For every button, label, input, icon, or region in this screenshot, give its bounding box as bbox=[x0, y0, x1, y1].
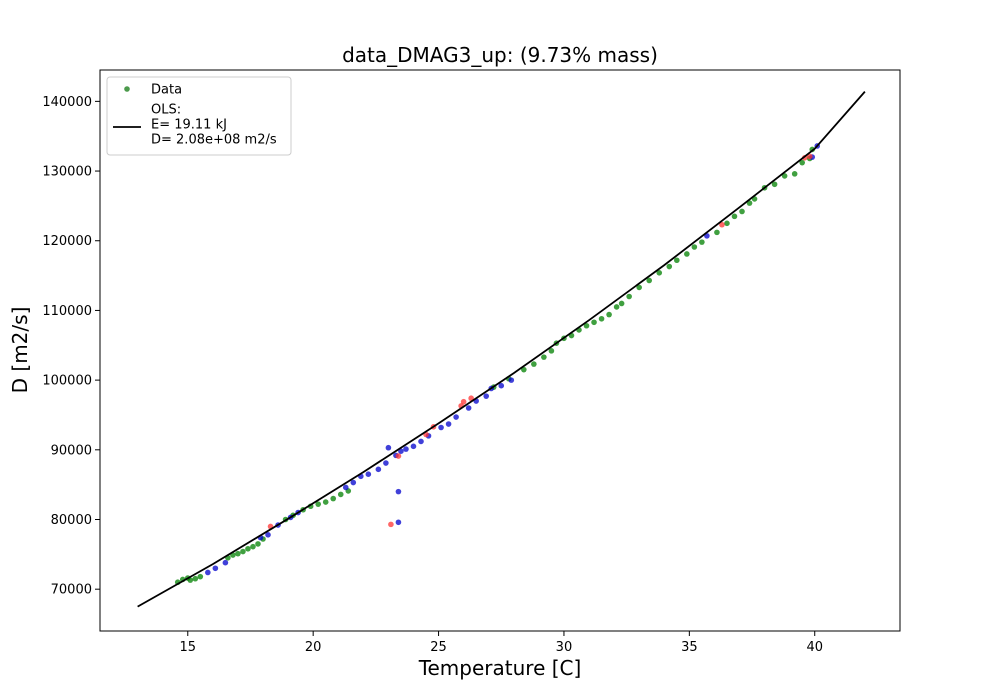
data-point bbox=[445, 421, 452, 427]
data-point bbox=[691, 244, 698, 250]
data-point bbox=[187, 577, 194, 583]
data-point bbox=[806, 153, 813, 160]
x-tick-label: 30 bbox=[556, 640, 573, 655]
y-tick-label: 140000 bbox=[42, 95, 92, 110]
x-tick-label: 20 bbox=[305, 640, 322, 655]
x-tick-label: 35 bbox=[681, 640, 698, 655]
data-point bbox=[438, 424, 444, 431]
ols-fit-line bbox=[137, 91, 866, 608]
data-point bbox=[395, 453, 402, 459]
data-point bbox=[626, 293, 632, 300]
data-point bbox=[365, 471, 372, 477]
data-point bbox=[483, 393, 490, 399]
data-point bbox=[330, 495, 337, 502]
data-point bbox=[724, 220, 730, 227]
data-point bbox=[739, 208, 745, 215]
data-point bbox=[674, 257, 680, 264]
data-point bbox=[646, 277, 653, 284]
data-point bbox=[403, 446, 409, 452]
data-point bbox=[714, 229, 720, 236]
data-point bbox=[699, 239, 705, 245]
legend: Data OLS: E= 19.11 kJ D= 2.08e+08 m2/s bbox=[106, 76, 292, 156]
y-tick-label: 110000 bbox=[42, 304, 92, 319]
data-point bbox=[388, 521, 394, 528]
data-point bbox=[799, 159, 805, 166]
data-point bbox=[337, 491, 344, 498]
data-point bbox=[465, 405, 472, 411]
data-point bbox=[498, 382, 505, 389]
x-tick-label: 25 bbox=[430, 640, 447, 655]
data-point bbox=[531, 361, 537, 367]
data-point bbox=[235, 550, 241, 557]
data-point bbox=[212, 565, 219, 572]
data-point bbox=[541, 354, 547, 360]
data-point bbox=[598, 315, 605, 322]
data-point bbox=[613, 304, 620, 310]
data-point bbox=[719, 221, 725, 228]
y-tick-label: 120000 bbox=[42, 234, 92, 249]
chart-title: data_DMAG3_up: (9.73% mass) bbox=[342, 43, 658, 67]
data-point bbox=[385, 444, 392, 451]
legend-ols-label: OLS: E= 19.11 kJ D= 2.08e+08 m2/s bbox=[151, 103, 277, 148]
y-tick-label: 70000 bbox=[51, 583, 92, 598]
data-points bbox=[174, 143, 821, 586]
legend-box bbox=[106, 76, 292, 156]
data-point bbox=[548, 348, 555, 354]
data-point bbox=[255, 541, 261, 547]
data-point bbox=[521, 366, 527, 373]
data-point bbox=[606, 311, 612, 318]
data-point bbox=[666, 263, 673, 270]
data-point bbox=[618, 300, 625, 307]
x-axis-label: Temperature [C] bbox=[418, 656, 582, 680]
data-point bbox=[460, 398, 467, 405]
data-point bbox=[591, 319, 597, 326]
data-point bbox=[410, 443, 417, 450]
data-point bbox=[395, 488, 402, 495]
data-point bbox=[398, 448, 404, 455]
data-point bbox=[265, 532, 271, 538]
data-point bbox=[322, 499, 329, 505]
data-point bbox=[453, 414, 459, 420]
data-point bbox=[791, 171, 798, 177]
x-axis: 15 20 25 30 35 40 bbox=[180, 631, 823, 655]
data-point bbox=[342, 484, 349, 491]
data-point bbox=[656, 269, 663, 276]
data-point bbox=[418, 438, 424, 445]
data-point bbox=[684, 251, 690, 257]
y-axis: 70000 80000 90000 100000 110000 120000 130000 1… bbox=[42, 95, 100, 598]
fit-line-layer bbox=[137, 91, 866, 608]
legend-data-marker bbox=[124, 86, 130, 92]
x-tick-label: 15 bbox=[180, 640, 197, 655]
plot-area: 15 20 25 30 35 40 70000 80000 90000 100000 110000… bbox=[42, 69, 901, 655]
data-point bbox=[508, 377, 515, 383]
legend-data-label: Data bbox=[151, 83, 182, 98]
data-point bbox=[350, 479, 357, 486]
data-point bbox=[192, 575, 199, 582]
y-tick-label: 130000 bbox=[42, 165, 92, 180]
data-point bbox=[583, 322, 590, 329]
data-point bbox=[781, 173, 788, 179]
y-axis-label: D [m2/s] bbox=[8, 307, 32, 394]
data-point bbox=[222, 559, 229, 566]
data-point bbox=[250, 543, 256, 550]
x-tick-label: 40 bbox=[806, 640, 823, 655]
data-point bbox=[245, 545, 251, 552]
data-point bbox=[636, 284, 642, 291]
y-tick-label: 90000 bbox=[51, 443, 92, 458]
data-point bbox=[205, 569, 211, 576]
plot-frame bbox=[99, 69, 901, 632]
data-point bbox=[383, 460, 389, 466]
y-tick-label: 100000 bbox=[42, 374, 92, 389]
data-point bbox=[315, 501, 321, 507]
y-tick-label: 80000 bbox=[51, 513, 92, 528]
data-point bbox=[731, 213, 738, 220]
data-point bbox=[375, 466, 382, 473]
data-point bbox=[771, 181, 778, 188]
data-point bbox=[197, 573, 204, 580]
data-point bbox=[395, 519, 402, 526]
data-point bbox=[240, 548, 246, 555]
